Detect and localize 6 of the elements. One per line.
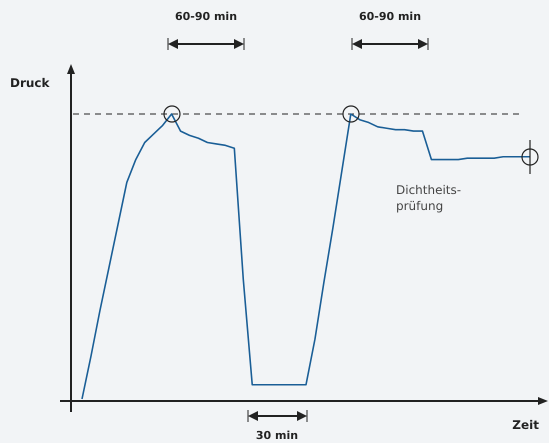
text: 60-90 min bbox=[174, 9, 238, 25]
y-axis-title: Druck bbox=[10, 76, 50, 90]
text: 30 min bbox=[256, 428, 298, 443]
text: 60-90 min bbox=[358, 9, 422, 25]
annotation: Dichtheits- prüfung bbox=[396, 182, 462, 214]
x-axis-title: Zeit bbox=[512, 418, 539, 432]
